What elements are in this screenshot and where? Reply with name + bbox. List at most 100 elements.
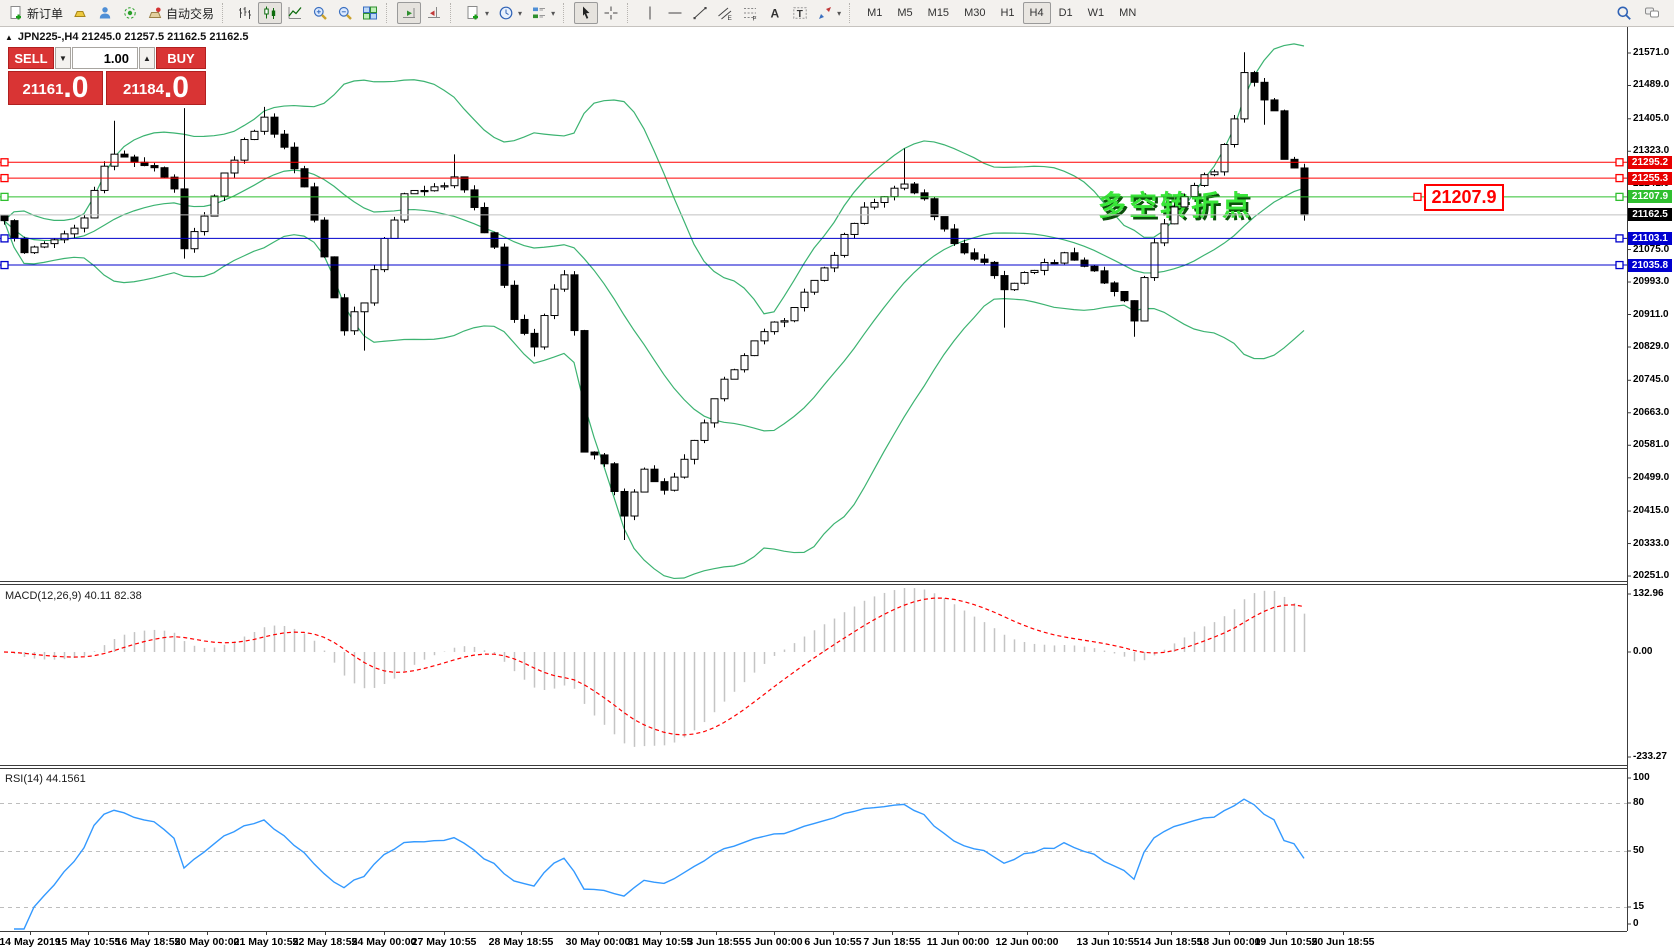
symbol-ohlc-text: JPN225-,H4 21245.0 21257.5 21162.5 21162… [17, 31, 249, 43]
zoom-in-button[interactable] [308, 2, 332, 24]
sell-button[interactable]: SELL [8, 47, 54, 69]
rsi-axis-tick: 15 [1633, 901, 1645, 912]
price-badge-21035.8: 21035.8 [1628, 258, 1672, 272]
buy-price-big-digits: .0 [163, 71, 189, 104]
symbol-info-bar[interactable]: ▲ JPN225-,H4 21245.0 21257.5 21162.5 211… [5, 31, 249, 43]
rsi-axis-tick: 100 [1633, 772, 1650, 783]
timeframe-m30-button[interactable]: M30 [964, 7, 986, 19]
chat-button[interactable] [1640, 2, 1664, 24]
collapse-triangle-icon[interactable]: ▲ [5, 32, 13, 42]
autotrade-icon [147, 5, 163, 21]
trendline-button[interactable] [688, 2, 712, 24]
fibonacci-button[interactable]: F [738, 2, 762, 24]
autotrade-button[interactable]: 自动交易 [143, 2, 218, 24]
cursor-button[interactable] [574, 2, 599, 24]
text-icon: A [767, 5, 783, 21]
search-icon [1616, 5, 1632, 21]
sell-price-display[interactable]: 21161 .0 [8, 71, 103, 105]
search-button[interactable] [1612, 2, 1636, 24]
new-chart-button[interactable]: ▾ [461, 2, 493, 24]
candlestick-button[interactable] [258, 2, 283, 24]
channel-icon: E [717, 5, 733, 21]
volume-decrease-button[interactable]: ▼ [55, 47, 71, 69]
time-axis-label: 22 May 18:55 [292, 936, 358, 948]
time-axis-label: 20 Jun 18:55 [1311, 936, 1375, 948]
volume-increase-button[interactable]: ▲ [139, 47, 155, 69]
ingot-icon [72, 5, 88, 21]
shapes-button[interactable]: ▾ [813, 2, 845, 24]
trendline-icon [692, 5, 708, 21]
ingot-button[interactable] [68, 2, 92, 24]
channel-button[interactable]: E [713, 2, 737, 24]
auto-scroll-button[interactable] [397, 2, 422, 24]
zoom-out-button[interactable] [333, 2, 357, 24]
buy-price-display[interactable]: 21184 .0 [106, 71, 206, 105]
timeframe-m5-button[interactable]: M5 [897, 7, 913, 19]
volume-input[interactable]: 1.00 [72, 47, 138, 69]
timeframe-w1-button[interactable]: W1 [1087, 7, 1105, 19]
person-button[interactable] [93, 2, 117, 24]
time-axis-label: 3 Jun 18:55 [687, 936, 745, 948]
price-level-tag[interactable]: 21207.9 [1424, 184, 1504, 211]
text-button[interactable]: A [763, 2, 787, 24]
chevron-down-icon[interactable]: ▾ [837, 8, 842, 18]
chevron-down-icon[interactable]: ▾ [518, 8, 523, 18]
price-axis-tick: 20993.0 [1633, 276, 1670, 288]
indicators-button[interactable]: ▾ [527, 2, 559, 24]
time-axis-label: 14 May 2019 [0, 936, 61, 948]
time-axis-label: 11 Jun 00:00 [926, 936, 990, 948]
time-axis-label: 24 May 00:00 [351, 936, 417, 948]
chevron-down-icon[interactable]: ▾ [551, 8, 556, 18]
new-chart-icon [465, 5, 481, 21]
sell-price-big-digits: .0 [63, 71, 89, 104]
toolbar-right-group [1612, 2, 1670, 24]
one-click-trade-panel: SELL ▼ 1.00 ▲ BUY 21161 .0 21184 .0 [8, 47, 206, 105]
indicators-icon [531, 5, 547, 21]
price-axis-tick: 20911.0 [1633, 308, 1669, 320]
text-label-button[interactable]: T [788, 2, 812, 24]
macd-axis-tick: -233.27 [1633, 751, 1667, 762]
timeframe-mn-button[interactable]: MN [1119, 7, 1137, 19]
price-axis-tick: 21571.0 [1633, 47, 1670, 58]
chevron-down-icon[interactable]: ▾ [485, 8, 490, 18]
periods-button[interactable]: ▾ [494, 2, 526, 24]
fibonacci-icon: F [742, 5, 758, 21]
hline-icon [667, 5, 683, 21]
bar-chart-icon [237, 5, 253, 21]
buy-button[interactable]: BUY [156, 47, 206, 69]
toolbar-separator [386, 3, 393, 23]
price-badge-21162.5: 21162.5 [1628, 208, 1672, 222]
auto-scroll-icon [401, 5, 417, 21]
tile-windows-button[interactable] [358, 2, 382, 24]
text-label-icon: T [792, 5, 808, 21]
price-axis-tick: 21405.0 [1633, 112, 1670, 124]
vline-button[interactable] [638, 2, 662, 24]
hline-button[interactable] [663, 2, 687, 24]
price-badge-21207.9: 21207.9 [1628, 190, 1672, 204]
toolbar: 新订单 自动交易 ▾ ▾ ▾ E F A T ▾ M1 M5 M15 M30 H1 H4 D1 W1 MN [0, 0, 1674, 27]
time-axis-label: 7 Jun 18:55 [863, 936, 921, 948]
price-axis-tick: 20499.0 [1633, 471, 1670, 483]
time-axis-label: 21 May 10:55 [233, 936, 299, 948]
timeframe-m1-button[interactable]: M1 [867, 7, 883, 19]
price-axis-tick: 20745.0 [1633, 374, 1670, 386]
rsi-axis-tick: 80 [1633, 797, 1645, 808]
new-order-button[interactable]: 新订单 [4, 2, 67, 24]
bar-chart-button[interactable] [233, 2, 257, 24]
timeframe-m15-button[interactable]: M15 [927, 7, 950, 19]
chart-shift-button[interactable] [422, 2, 446, 24]
timeframe-d1-button[interactable]: D1 [1058, 7, 1073, 19]
crosshair-button[interactable] [599, 2, 623, 24]
time-axis-label: 18 Jun 00:00 [1197, 936, 1261, 948]
timeframe-h1-button[interactable]: H1 [1000, 7, 1015, 19]
signal-icon [122, 5, 138, 21]
timeframe-h4-button[interactable]: H4 [1022, 2, 1051, 24]
line-chart-button[interactable] [283, 2, 307, 24]
svg-text:E: E [728, 15, 733, 21]
toolbar-separator [222, 3, 229, 23]
time-axis-label: 5 Jun 00:00 [745, 936, 803, 948]
macd-indicator-label: MACD(12,26,9) 40.11 82.38 [5, 590, 142, 602]
signal-button[interactable] [118, 2, 142, 24]
price-axis-tick: 20333.0 [1633, 537, 1670, 549]
